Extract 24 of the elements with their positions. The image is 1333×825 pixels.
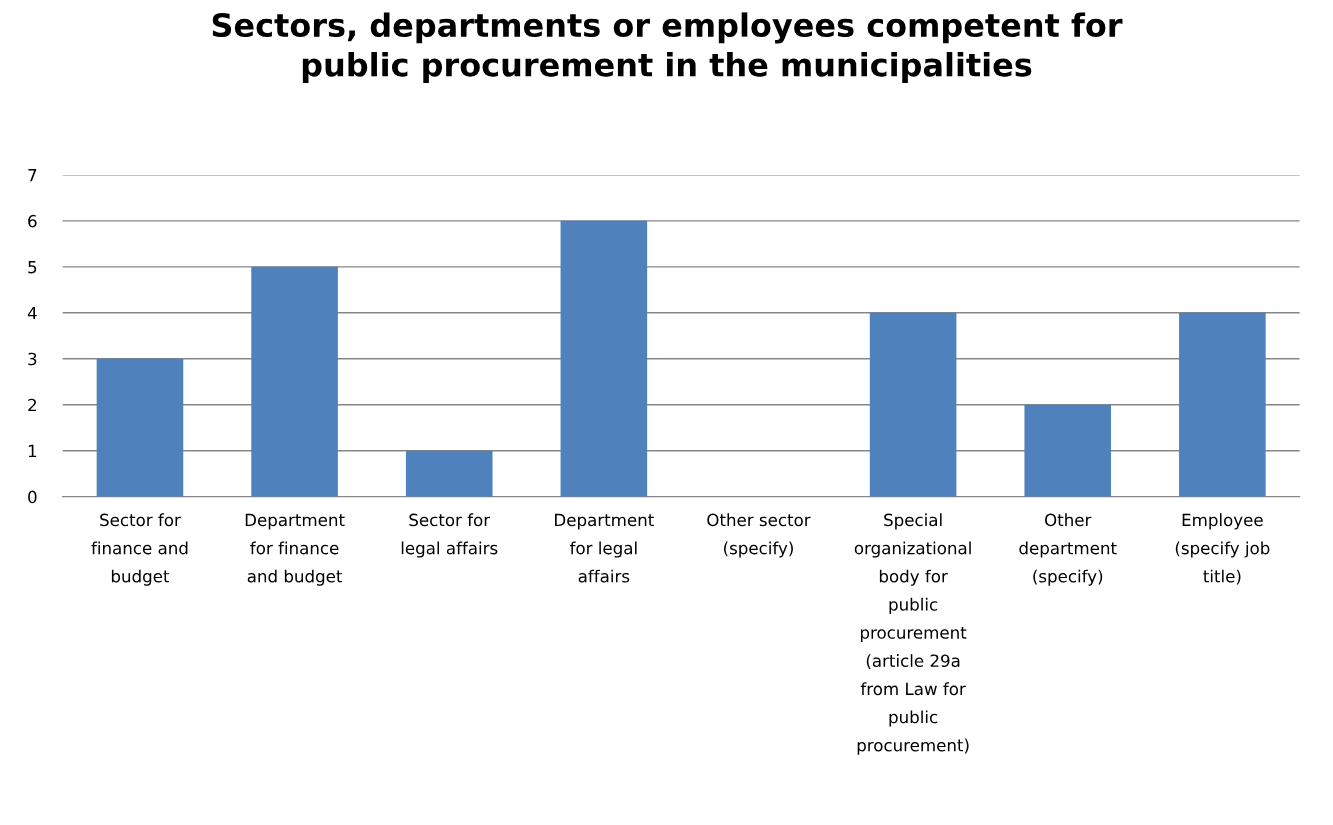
x-tick-label: Employee (specify job title): [1175, 513, 1270, 585]
y-tick-label: 5: [28, 261, 37, 274]
x-tick-label: Department for legal affairs: [555, 513, 654, 583]
y-tick-label: 1: [28, 444, 37, 458]
x-tick-label: Sector for finance and budget: [91, 513, 188, 586]
x-tick-label: Department for finance and budget: [245, 513, 345, 586]
category-label: Special organizational body for public procurement (article 29a from Law for public procurement): [854, 513, 971, 755]
bar: [1024, 404, 1112, 497]
x-tick-label: Other department (specify): [1019, 513, 1117, 586]
y-tick-label: 4: [27, 306, 37, 320]
y-tick-label: 6: [28, 214, 37, 228]
y-tick-label: 0: [28, 490, 37, 504]
bar: [1179, 312, 1266, 497]
bar: [96, 358, 184, 497]
x-tick-label: Sector for legal affairs: [401, 513, 498, 558]
x-tick-label: Other sector (specify): [707, 513, 811, 558]
bar: [251, 266, 338, 497]
y-tick-label: 2: [28, 398, 36, 412]
chart-title: Sectors, departments or employees competent for public procurement in the municipalities: [212, 12, 1123, 83]
y-tick-label: 3: [28, 352, 37, 366]
bar: [560, 220, 648, 497]
bar: [405, 450, 493, 497]
y-tick-label: 7: [28, 169, 37, 182]
bar: [869, 312, 957, 497]
